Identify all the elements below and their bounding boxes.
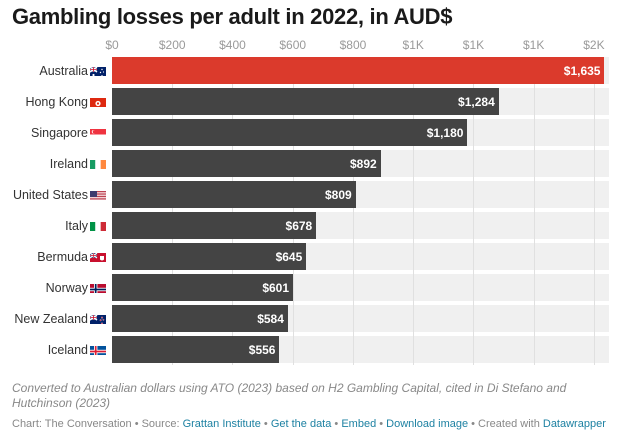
category-label: Ireland — [49, 156, 88, 171]
chart-note: Converted to Australian dollars using AT… — [12, 381, 567, 410]
footer-separator: • — [260, 418, 271, 430]
category-label: Australia — [39, 63, 88, 78]
value-label: $1,180 — [426, 125, 464, 140]
bar — [112, 212, 317, 239]
category-label: Iceland — [47, 342, 88, 357]
footer-created-with: • Created with — [468, 418, 543, 430]
x-tick-label: $600 — [279, 38, 307, 52]
norway-flag-icon — [90, 282, 106, 293]
gridline — [172, 57, 173, 365]
get-data-link[interactable]: Get the data — [270, 418, 332, 430]
italy-flag-icon — [90, 220, 106, 231]
singapore-flag-icon — [90, 127, 106, 138]
gridline — [293, 57, 294, 365]
value-label: $584 — [257, 311, 284, 326]
value-label: $1,284 — [458, 94, 495, 109]
x-tick-label: $200 — [158, 38, 186, 52]
iceland-flag-icon — [90, 344, 106, 355]
value-label: $601 — [262, 280, 290, 295]
x-tick-label: $800 — [339, 38, 367, 52]
category-label: Norway — [45, 280, 88, 295]
category-label: Singapore — [31, 125, 88, 140]
value-label: $1,635 — [563, 63, 601, 78]
footer-separator: • — [331, 418, 342, 430]
united-states-flag-icon — [90, 189, 106, 200]
x-tick-label: $400 — [219, 38, 246, 52]
datawrapper-link[interactable]: Datawrapper — [542, 418, 606, 430]
download-image-link[interactable]: Download image — [386, 418, 469, 430]
bar — [112, 150, 381, 177]
gridline — [473, 57, 474, 365]
ireland-flag-icon — [90, 158, 106, 169]
x-tick-label: $1K — [402, 38, 424, 52]
bar — [112, 119, 468, 146]
footer-credit: Chart: The Conversation • Source: — [12, 418, 183, 430]
value-label: $809 — [324, 187, 352, 202]
category-label: Italy — [65, 218, 88, 233]
x-tick-label: $0 — [105, 38, 119, 52]
embed-link[interactable]: Embed — [341, 418, 377, 430]
bar — [112, 336, 280, 363]
bar — [112, 274, 294, 301]
value-label: $645 — [275, 249, 303, 264]
bar — [112, 57, 605, 84]
australia-flag-icon — [90, 65, 106, 76]
bar — [112, 88, 499, 115]
category-label: Bermuda — [37, 249, 88, 264]
category-label: United States — [12, 187, 88, 202]
bar — [112, 181, 356, 208]
source-link[interactable]: Grattan Institute — [182, 418, 261, 430]
gridline — [353, 57, 354, 365]
category-label: New Zealand — [14, 311, 88, 326]
category-label: Hong Kong — [25, 94, 88, 109]
hong-kong-flag-icon — [90, 96, 106, 107]
x-tick-label: $1K — [462, 38, 485, 52]
new-zealand-flag-icon — [90, 313, 106, 324]
chart-title: Gambling losses per adult in 2022, in AU… — [12, 4, 453, 29]
gridline — [594, 57, 595, 365]
footer-separator: • — [376, 418, 387, 430]
value-label: $678 — [285, 218, 313, 233]
x-tick-label: $1K — [523, 38, 545, 52]
value-label: $556 — [248, 342, 276, 357]
bermuda-flag-icon — [90, 251, 106, 262]
x-tick-label: $2K — [583, 38, 605, 52]
value-label: $892 — [349, 156, 377, 171]
gridline — [534, 57, 535, 365]
gridline — [232, 57, 233, 365]
bar — [112, 243, 307, 270]
chart-footer: Chart: The Conversation • Source: Gratta… — [12, 418, 606, 430]
bar — [112, 305, 288, 332]
gridline — [413, 57, 414, 365]
